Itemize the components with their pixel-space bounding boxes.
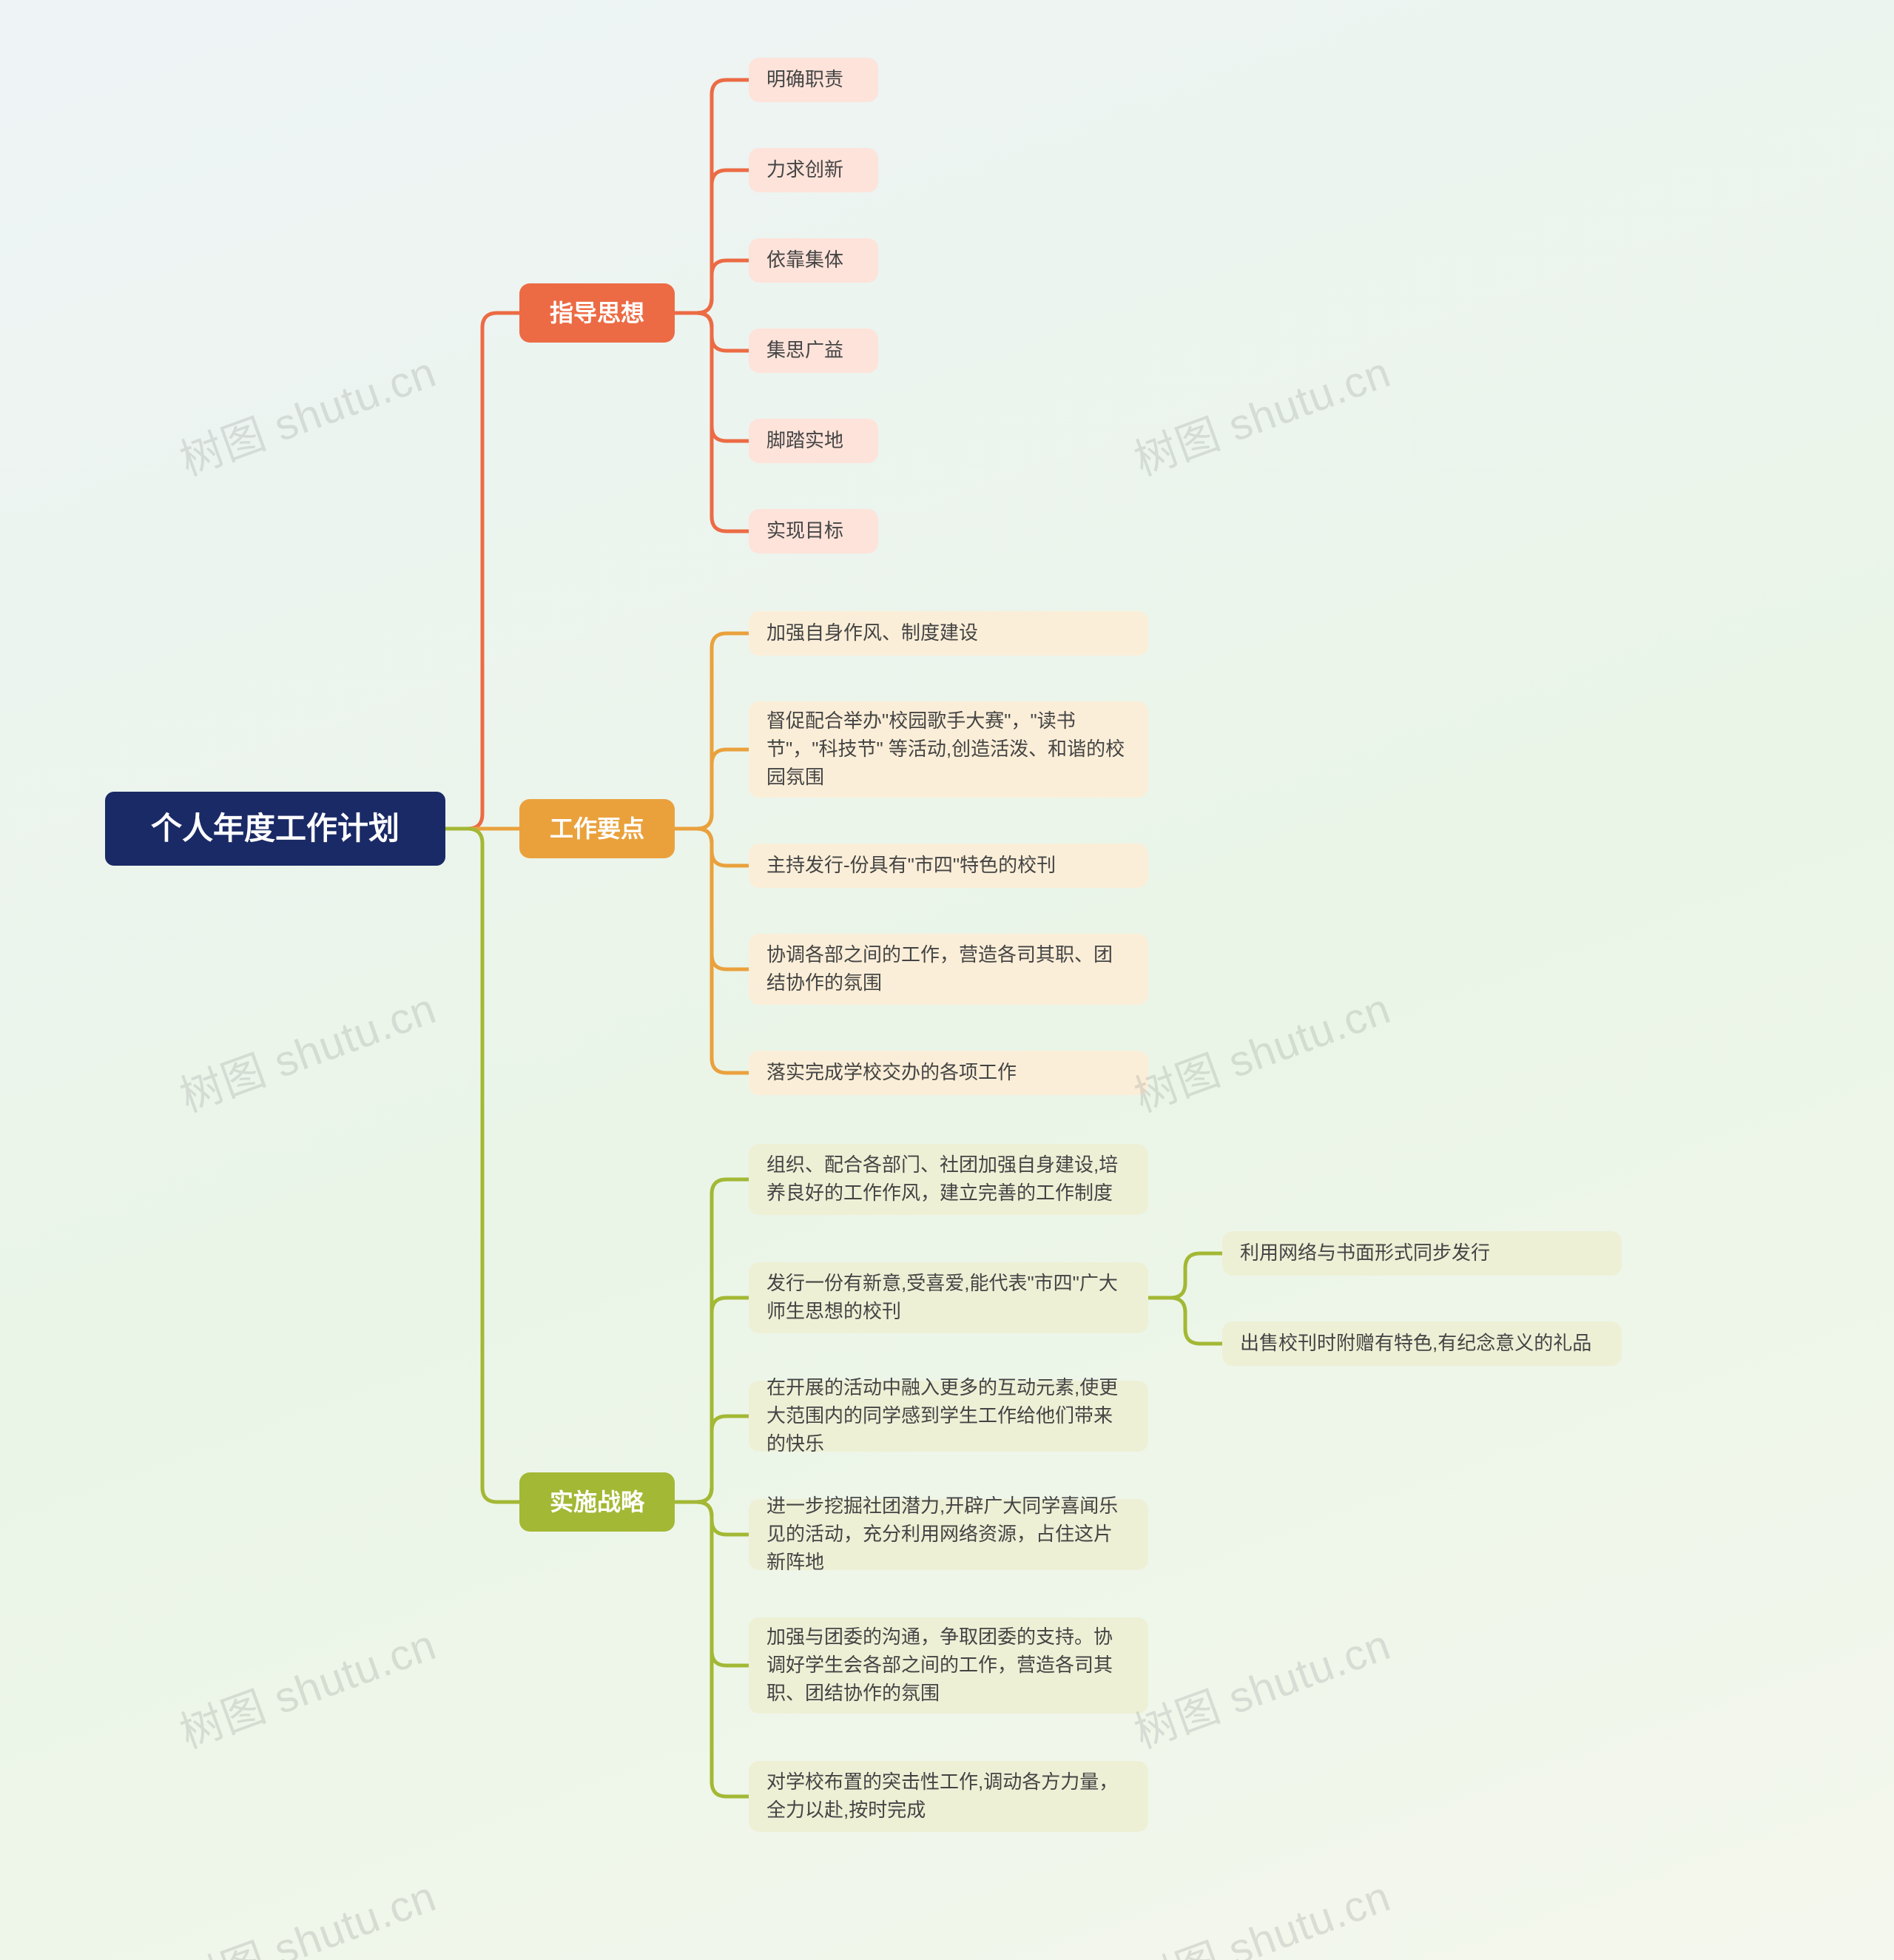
connector [675,1502,749,1535]
connector [675,260,749,313]
connector [675,829,749,866]
leaf-node-b1c5-label: 脚踏实地 [766,427,843,455]
leaf-node-b2c2[interactable]: 督促配合举办"校园歌手大赛"，"读书节"，"科技节" 等活动,创造活泼、和谐的校… [749,701,1148,798]
connector [445,313,519,829]
leaf-node-b3c1-label: 组织、配合各部门、社团加强自身建设,培养良好的工作作风，建立完善的工作制度 [766,1151,1130,1207]
leaf-node-b3c4[interactable]: 进一步挖掘社团潜力,开辟广大同学喜闻乐见的活动，充分利用网络资源，占住这片新阵地 [749,1499,1148,1570]
leaf-node-b3c2a[interactable]: 利用网络与书面形式同步发行 [1222,1231,1622,1276]
connector [675,313,749,531]
watermark: 树图 shutu.cn [1125,337,1398,488]
connector [675,1416,749,1502]
watermark: 树图 shutu.cn [1125,1862,1398,1960]
leaf-node-b2c1[interactable]: 加强自身作风、制度建设 [749,611,1148,656]
branch-node-b1[interactable]: 指导思想 [519,283,675,343]
connector [675,750,749,829]
watermark: 树图 shutu.cn [170,337,443,488]
connector [675,313,749,441]
watermark: 树图 shutu.cn [1125,1610,1398,1760]
branch-node-b3-label: 实施战略 [550,1485,644,1519]
connector [675,1502,749,1666]
leaf-node-b2c1-label: 加强自身作风、制度建设 [766,619,978,647]
leaf-node-b3c1[interactable]: 组织、配合各部门、社团加强自身建设,培养良好的工作作风，建立完善的工作制度 [749,1144,1148,1215]
leaf-node-b3c5-label: 加强与团委的沟通，争取团委的支持。协调好学生会各部之间的工作，营造各司其职、团结… [766,1623,1130,1707]
leaf-node-b3c2-label: 发行一份有新意,受喜爱,能代表"市四"广大师生思想的校刊 [766,1270,1130,1325]
connector [675,1502,749,1796]
leaf-node-b2c3[interactable]: 主持发行-份具有"市四"特色的校刊 [749,843,1148,888]
watermark: 树图 shutu.cn [170,974,443,1124]
leaf-node-b3c3[interactable]: 在开展的活动中融入更多的互动元素,使更大范围内的同学感到学生工作给他们带来的快乐 [749,1381,1148,1452]
connector [675,170,749,313]
leaf-node-b1c6[interactable]: 实现目标 [749,509,878,553]
leaf-node-b2c2-label: 督促配合举办"校园歌手大赛"，"读书节"，"科技节" 等活动,创造活泼、和谐的校… [766,707,1130,791]
leaf-node-b1c3[interactable]: 依靠集体 [749,238,878,283]
branch-node-b1-label: 指导思想 [550,296,644,330]
connector [445,829,519,1502]
leaf-node-b3c6[interactable]: 对学校布置的突击性工作,调动各方力量，全力以赴,按时完成 [749,1761,1148,1832]
leaf-node-b3c3-label: 在开展的活动中融入更多的互动元素,使更大范围内的同学感到学生工作给他们带来的快乐 [766,1374,1130,1458]
root-node[interactable]: 个人年度工作计划 [105,792,445,866]
root-node-label: 个人年度工作计划 [151,806,400,852]
leaf-node-b2c3-label: 主持发行-份具有"市四"特色的校刊 [766,852,1056,880]
leaf-node-b3c2a-label: 利用网络与书面形式同步发行 [1240,1239,1490,1267]
watermark: 树图 shutu.cn [170,1610,443,1760]
leaf-node-b3c2b-label: 出售校刊时附赠有特色,有纪念意义的礼品 [1240,1330,1591,1358]
leaf-node-b3c5[interactable]: 加强与团委的沟通，争取团委的支持。协调好学生会各部之间的工作，营造各司其职、团结… [749,1617,1148,1714]
watermark: 树图 shutu.cn [1125,974,1398,1124]
connector [1148,1298,1222,1344]
leaf-node-b1c5[interactable]: 脚踏实地 [749,419,878,463]
connector [675,313,749,351]
leaf-node-b1c4[interactable]: 集思广益 [749,329,878,373]
leaf-node-b1c3-label: 依靠集体 [766,246,843,275]
leaf-node-b2c5[interactable]: 落实完成学校交办的各项工作 [749,1051,1148,1095]
mindmap-stage: 个人年度工作计划 指导思想 明确职责力求创新依靠集体集思广益脚踏实地实现目标工作要点… [0,0,1894,1960]
connector [675,1179,749,1502]
branch-node-b2[interactable]: 工作要点 [519,799,675,858]
leaf-node-b2c5-label: 落实完成学校交办的各项工作 [766,1059,1017,1087]
connector [675,1298,749,1502]
connector [675,829,749,1073]
watermark: 树图 shutu.cn [170,1862,443,1960]
leaf-node-b1c2[interactable]: 力求创新 [749,148,878,192]
connector [675,80,749,313]
leaf-node-b1c1-label: 明确职责 [766,66,843,94]
leaf-node-b3c2b[interactable]: 出售校刊时附赠有特色,有纪念意义的礼品 [1222,1321,1622,1366]
leaf-node-b3c2[interactable]: 发行一份有新意,受喜爱,能代表"市四"广大师生思想的校刊 [749,1262,1148,1333]
leaf-node-b1c1[interactable]: 明确职责 [749,58,878,102]
leaf-node-b1c2-label: 力求创新 [766,156,843,184]
branch-node-b2-label: 工作要点 [550,812,644,846]
connector [675,633,749,829]
leaf-node-b1c4-label: 集思广益 [766,337,843,365]
branch-node-b3[interactable]: 实施战略 [519,1472,675,1532]
leaf-node-b2c4[interactable]: 协调各部之间的工作，营造各司其职、团结协作的氛围 [749,934,1148,1005]
leaf-node-b2c4-label: 协调各部之间的工作，营造各司其职、团结协作的氛围 [766,941,1130,997]
leaf-node-b3c6-label: 对学校布置的突击性工作,调动各方力量，全力以赴,按时完成 [766,1768,1130,1824]
connector [1148,1253,1222,1298]
connector [675,829,749,969]
leaf-node-b1c6-label: 实现目标 [766,517,843,545]
leaf-node-b3c4-label: 进一步挖掘社团潜力,开辟广大同学喜闻乐见的活动，充分利用网络资源，占住这片新阵地 [766,1492,1130,1576]
